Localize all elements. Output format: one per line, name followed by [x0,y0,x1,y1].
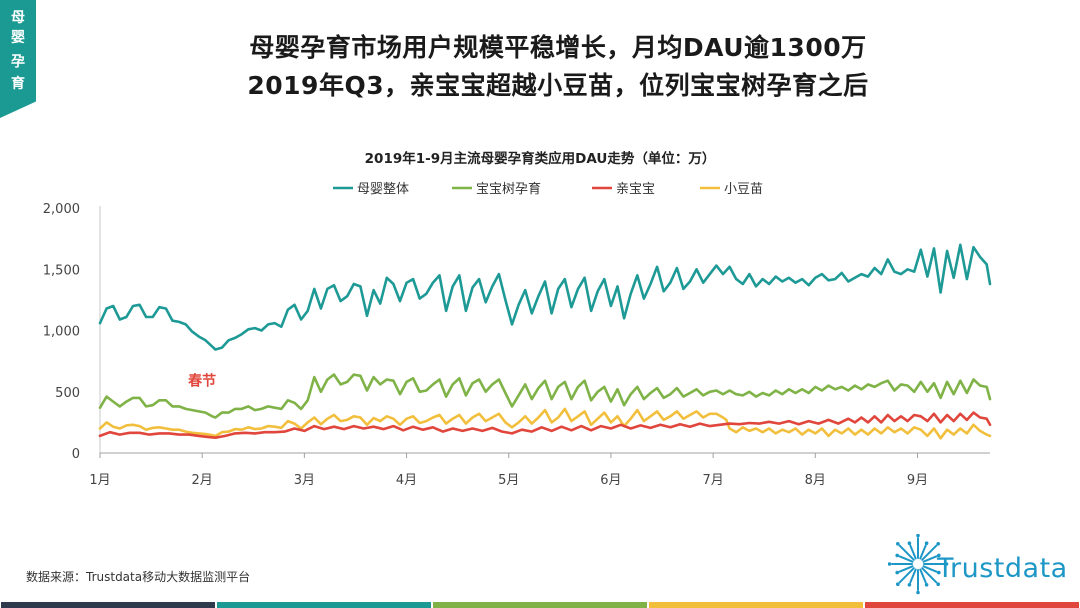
logo-dot [924,541,929,545]
legend-label: 母婴整体 [357,182,409,197]
chart-title: 2019年1-9月主流母婴孕育类应用DAU走势（单位：万） [365,150,716,167]
logo-dot [936,582,940,586]
logo-dot [907,583,912,587]
logo-ray [898,567,915,584]
trustdata-logo-text: Trustdata [937,553,1068,584]
x-tick-label: 9月 [907,473,928,488]
series-line [98,243,992,351]
logo-dot [937,570,941,575]
x-tick-label: 3月 [294,473,315,488]
logo-ray [898,544,915,561]
chart-annotation: 春节 [187,373,216,390]
logo-ray [919,544,927,560]
x-axis: 1月 2月 3月 4月 5月 6月 7月 8月 9月 [89,452,990,488]
logo-ray [921,567,938,584]
y-tick-label: 1,500 [43,263,80,278]
footer-segment [649,602,863,608]
x-tick-label: 7月 [702,473,723,488]
series-line [98,411,992,439]
section-tab: 母 婴 孕 育 [0,0,36,118]
logo-ray [919,568,927,584]
x-tick-label: 8月 [805,473,826,488]
x-tick-label: 5月 [498,473,519,488]
logo-dot [907,541,912,545]
logo-dot [916,534,920,538]
logo-dot [924,583,929,587]
spring-festival-label: 春节 [187,373,216,390]
footer-segment [217,602,431,608]
chart-legend: 母婴整体 宝宝树孕育 亲宝宝 小豆苗 [333,181,763,197]
logo-ray [922,555,938,563]
logo-ray [898,565,914,573]
section-tab-char: 孕 [11,54,25,70]
y-tick-label: 500 [55,386,80,401]
footer-segment [433,602,647,608]
logo-dot [896,582,900,586]
y-tick-label: 2,000 [43,202,80,217]
y-tick-label: 0 [72,447,80,462]
x-tick-label: 6月 [600,473,621,488]
data-source-note: 数据来源：Trustdata移动大数据监测平台 [26,570,251,584]
x-tick-label: 4月 [396,473,417,488]
logo-dot [896,542,900,546]
logo-dot [895,553,899,558]
section-tab-char: 母 [11,10,25,26]
y-axis: 0 500 1,000 1,500 2,000 [43,202,101,462]
logo-dot [895,570,899,575]
x-tick-label: 1月 [89,473,110,488]
trustdata-logo-icon [888,534,949,595]
series-line [98,407,992,440]
logo-dot [944,562,949,566]
footer-segment [1,602,215,608]
x-tick-label: 2月 [192,473,213,488]
legend-label: 宝宝树孕育 [476,181,541,197]
dau-line-chart: 2019年1-9月主流母婴孕育类应用DAU走势（单位：万） 母婴整体 宝宝树孕育 亲… [43,150,992,488]
y-tick-label: 1,000 [43,325,80,340]
logo-dot [916,590,920,595]
logo-dot [888,562,892,566]
section-tab-char: 婴 [11,30,25,46]
logo-ray [922,565,938,573]
legend-label: 亲宝宝 [616,182,655,197]
logo-dot [937,553,941,558]
footer-segment [865,602,1079,608]
headline-line-2: 2019年Q3，亲宝宝超越小豆苗，位列宝宝树孕育之后 [247,71,869,100]
headline-line-1: 母婴孕育市场用户规模平稳增长，月均DAU逾1300万 [249,33,867,62]
logo-ray [909,568,917,584]
logo-dot [936,542,940,546]
legend-label: 小豆苗 [724,182,763,197]
section-tab-char: 育 [11,76,25,92]
series-line [98,373,992,419]
logo-ray [921,544,938,561]
series-lines [98,243,992,440]
logo-ray [898,555,914,563]
logo-ray [909,544,917,560]
